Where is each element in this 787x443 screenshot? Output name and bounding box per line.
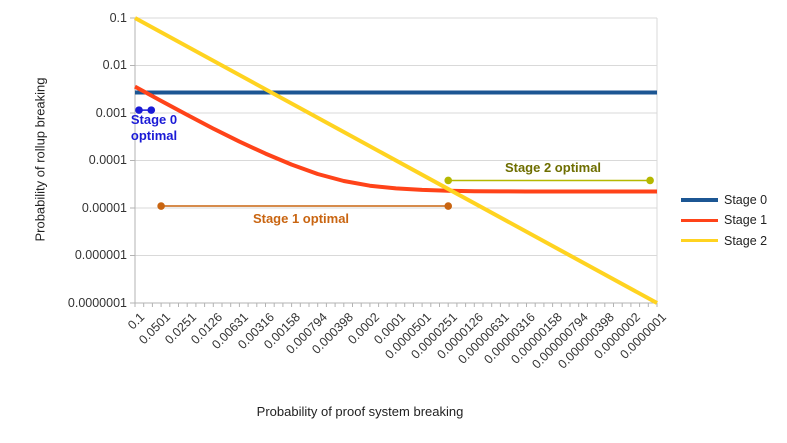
legend-label: Stage 1 xyxy=(724,213,768,228)
legend-item: Stage 1 xyxy=(681,210,767,230)
y-tick-label: 0.01 xyxy=(102,58,127,72)
y-tick-label: 0.1 xyxy=(109,10,127,25)
legend-item: Stage 0 xyxy=(681,190,767,210)
annotation-range-dot-2 xyxy=(646,176,654,185)
series-line-stage-2 xyxy=(134,16,658,305)
legend: Stage 0 Stage 1 Stage 2 xyxy=(681,190,767,251)
legend-item: Stage 2 xyxy=(681,231,767,251)
annotation-range-dot-0 xyxy=(135,106,143,114)
legend-line-swatch xyxy=(681,218,718,223)
legend-line-swatch xyxy=(681,198,718,202)
annotation-stage1-optimal: Stage 1 optimal xyxy=(252,211,350,226)
x-axis-title: Probability of proof system breaking xyxy=(256,404,464,419)
annotation-range-dot-1 xyxy=(444,202,453,210)
series-line-stage-1 xyxy=(134,84,657,194)
y-axis-title: Probability of rollup breaking xyxy=(32,77,48,242)
annotation-range-dot-1 xyxy=(157,202,165,210)
annotation-stage0-line1: Stage 0 xyxy=(130,112,178,127)
annotation-stage0-optimal: Stage 0 optimal xyxy=(116,112,192,143)
annotation-stage0-line2: optimal xyxy=(130,127,178,143)
y-tick-label: 0.00001 xyxy=(81,200,127,215)
y-tick-label: 0.0000001 xyxy=(67,295,127,310)
y-tick-label: 0.000001 xyxy=(74,248,127,262)
annotation-range-dot-2 xyxy=(444,176,453,185)
annotation-range-dot-0 xyxy=(147,106,156,114)
legend-line-swatch xyxy=(681,238,718,243)
legend-label: Stage 0 xyxy=(724,193,768,208)
y-tick-label: 0.0001 xyxy=(88,153,127,167)
annotation-stage2-optimal: Stage 2 optimal xyxy=(504,160,602,175)
y-tick-label: 0.001 xyxy=(95,105,127,120)
legend-label: Stage 2 xyxy=(724,233,768,248)
